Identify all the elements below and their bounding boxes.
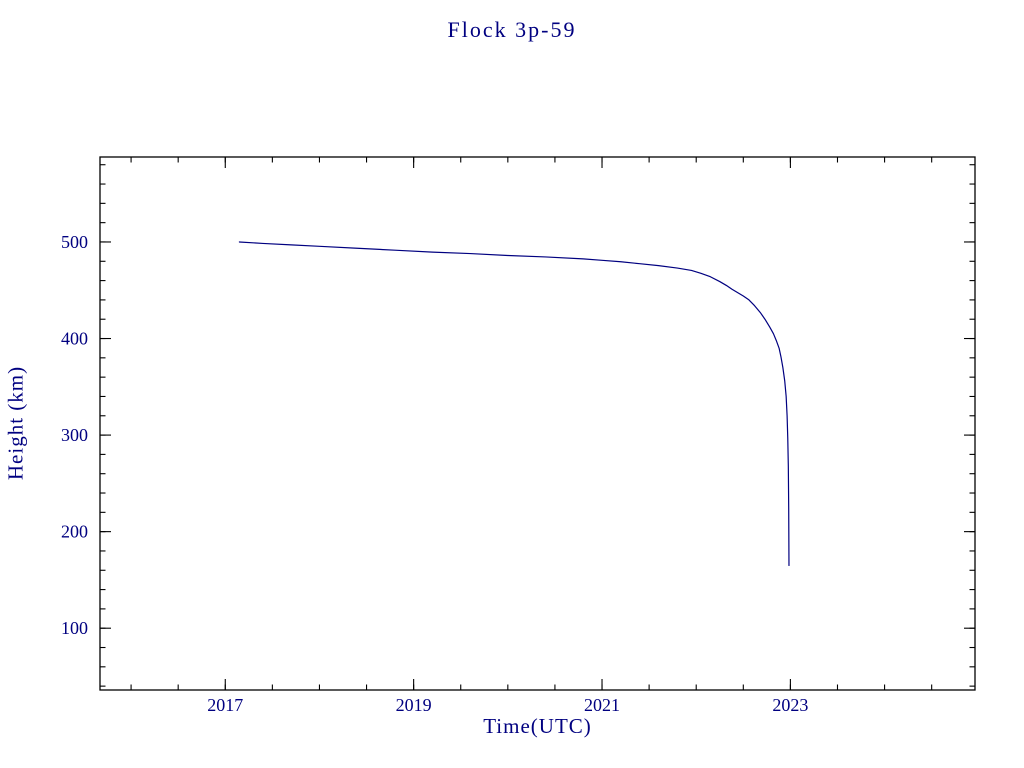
chart-title: Flock 3p-59	[447, 17, 577, 42]
x-axis-label: Time(UTC)	[483, 714, 592, 738]
x-tick-label: 2023	[772, 695, 808, 715]
y-tick-label: 500	[61, 232, 88, 252]
x-tick-label: 2017	[207, 695, 243, 715]
x-tick-label: 2019	[396, 695, 432, 715]
y-tick-label: 100	[61, 618, 88, 638]
decay-line	[238, 241, 790, 567]
y-tick-label: 300	[61, 425, 88, 445]
y-tick-label: 200	[61, 522, 88, 542]
y-tick-label: 400	[61, 329, 88, 349]
x-tick-label: 2021	[584, 695, 620, 715]
plot-frame	[99, 156, 976, 691]
